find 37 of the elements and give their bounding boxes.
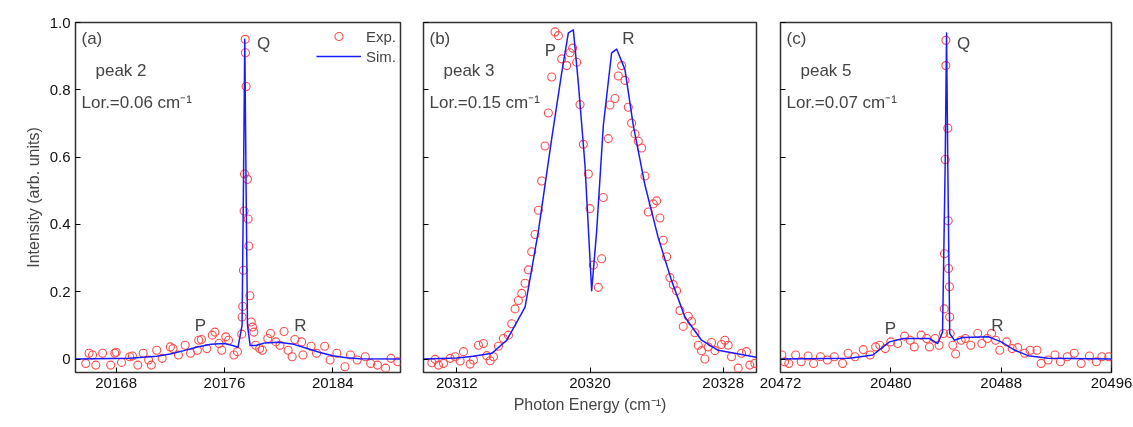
- annotation: R: [294, 316, 307, 335]
- x-tick-label: 20488: [980, 373, 1023, 391]
- annotation: Q: [256, 34, 271, 53]
- x-tick-label: 20168: [95, 373, 137, 391]
- annotation: Q: [956, 34, 971, 53]
- y-axis-title: Intensity (arb. units): [24, 127, 42, 268]
- y-tick-label: 0.2: [49, 282, 71, 300]
- x-tick-label: 20480: [869, 373, 912, 391]
- legend-label: Sim.: [365, 47, 396, 65]
- x-tick-label: 20176: [203, 373, 246, 391]
- annotation: (a): [81, 29, 103, 48]
- y-tick-label: 0.4: [49, 215, 71, 233]
- annotation: Lor.=0.15 cm⁻¹: [429, 93, 541, 112]
- annotation: R: [991, 316, 1004, 335]
- annotation: R: [622, 29, 635, 48]
- annotation: Lor.=0.06 cm⁻¹: [81, 93, 193, 112]
- annotation: peak 3: [443, 61, 495, 80]
- x-tick-label: 20184: [311, 373, 354, 391]
- annotation: (c): [786, 29, 807, 48]
- y-tick-label: 0: [62, 350, 71, 368]
- x-tick-label: 20328: [702, 373, 745, 391]
- annotation: Lor.=0.07 cm⁻¹: [786, 93, 898, 112]
- x-tick-label: 20472: [759, 373, 802, 391]
- annotation: P: [884, 319, 897, 338]
- x-tick-label: 20312: [435, 373, 478, 391]
- y-tick-label: 0.8: [49, 80, 71, 98]
- y-tick-label: 1.0: [49, 13, 71, 31]
- annotation: peak 2: [95, 61, 147, 80]
- legend-label: Exp.: [365, 27, 396, 45]
- x-tick-label: 20320: [569, 373, 611, 391]
- annotation: P: [544, 41, 557, 60]
- y-tick-label: 0.6: [49, 148, 71, 166]
- annotation: (b): [429, 29, 451, 48]
- x-tick-label: 20496: [1090, 373, 1133, 391]
- annotation: P: [194, 316, 207, 335]
- x-axis-title: Photon Energy (cm⁻¹): [513, 395, 667, 413]
- annotation: peak 5: [800, 61, 852, 80]
